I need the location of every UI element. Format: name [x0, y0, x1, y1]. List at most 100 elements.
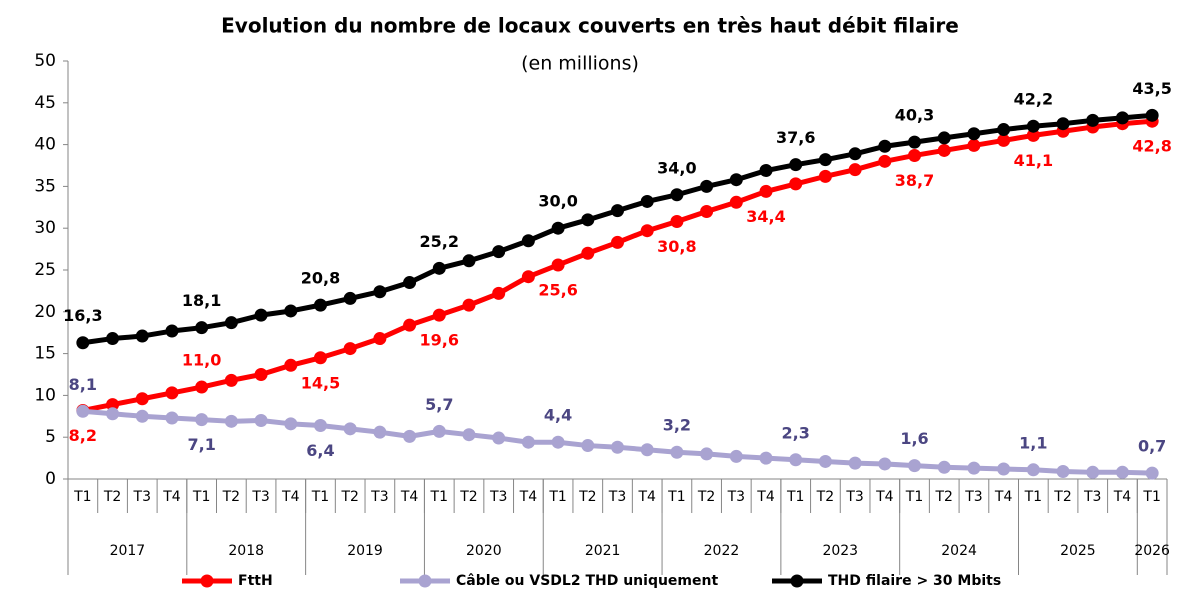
data-label: 30,8: [657, 237, 696, 256]
data-point: [313, 298, 327, 312]
x-tick-label: T2: [222, 489, 240, 505]
y-tick-label: 50: [34, 51, 56, 71]
x-tick-label: T4: [162, 489, 181, 505]
data-point: [967, 461, 981, 475]
x-tick-label: T3: [133, 489, 151, 505]
data-point: [700, 447, 714, 461]
data-point: [551, 221, 565, 235]
x-tick-label: T3: [845, 489, 863, 505]
data-point: [432, 261, 446, 275]
data-point: [224, 414, 238, 428]
data-label: 43,5: [1132, 79, 1171, 98]
x-tick-label: T4: [1113, 489, 1132, 505]
data-point: [848, 163, 862, 177]
data-point: [254, 308, 268, 322]
data-point: [76, 336, 90, 350]
data-point: [284, 304, 298, 318]
data-point: [937, 131, 951, 145]
y-tick-label: 5: [45, 427, 56, 447]
data-point: [818, 454, 832, 468]
data-point: [373, 425, 387, 439]
x-tick-label: T4: [875, 489, 894, 505]
legend-marker: [200, 574, 214, 588]
data-point: [997, 133, 1011, 147]
x-tick-label: T4: [400, 489, 419, 505]
data-point: [1026, 119, 1040, 133]
x-tick-label: T1: [1142, 489, 1160, 505]
data-point: [492, 431, 506, 445]
x-tick-label: T2: [1053, 489, 1071, 505]
x-group-label: 2019: [347, 543, 383, 559]
data-point: [818, 169, 832, 183]
data-point: [551, 258, 565, 272]
data-label: 1,6: [900, 429, 928, 448]
data-label: 34,4: [746, 207, 785, 226]
data-label: 40,3: [895, 106, 934, 125]
data-point: [313, 351, 327, 365]
data-point: [76, 404, 90, 418]
data-point: [343, 422, 357, 436]
data-point: [343, 291, 357, 305]
x-tick-label: T3: [1083, 489, 1101, 505]
data-point: [1145, 466, 1159, 480]
data-point: [1115, 111, 1129, 125]
data-point: [729, 195, 743, 209]
data-point: [878, 154, 892, 168]
x-tick-label: T2: [459, 489, 477, 505]
data-point: [224, 373, 238, 387]
data-point: [403, 429, 417, 443]
x-tick-label: T1: [311, 489, 329, 505]
legend-label: Câble ou VSDL2 THD uniquement: [456, 573, 718, 589]
x-group-label: 2026: [1134, 543, 1170, 559]
x-group-label: 2024: [941, 543, 977, 559]
data-label: 20,8: [301, 269, 340, 288]
data-label: 2,3: [782, 423, 810, 442]
legend-label: FttH: [238, 573, 273, 589]
data-point: [611, 204, 624, 218]
data-label: 25,2: [420, 232, 459, 251]
legend-marker: [790, 574, 804, 588]
x-tick-label: T3: [370, 489, 388, 505]
data-label: 4,4: [544, 406, 572, 425]
y-tick-label: 20: [34, 302, 56, 322]
data-point: [254, 368, 268, 381]
data-point: [789, 158, 803, 172]
legend-label: THD filaire > 30 Mbits: [828, 573, 1001, 589]
data-point: [165, 411, 179, 425]
x-group-label: 2022: [704, 543, 740, 559]
data-point: [759, 164, 773, 178]
data-label: 19,6: [420, 331, 459, 350]
data-point: [640, 443, 654, 457]
data-point: [670, 445, 684, 459]
data-point: [462, 254, 476, 268]
data-point: [373, 285, 387, 299]
x-group-label: 2021: [585, 543, 621, 559]
data-label: 0,7: [1138, 437, 1166, 456]
y-tick-label: 15: [34, 344, 56, 364]
data-label: 3,2: [663, 416, 691, 435]
data-point: [284, 358, 298, 372]
chart-subtitle: (en millions): [521, 53, 639, 75]
data-point: [106, 332, 120, 346]
series-line: [82, 112, 1153, 346]
x-tick-label: T1: [73, 489, 91, 505]
data-label: 1,1: [1019, 433, 1047, 452]
x-group-label: 2020: [466, 543, 502, 559]
data-point: [1056, 464, 1070, 478]
x-tick-label: T2: [103, 489, 121, 505]
x-tick-label: T1: [548, 489, 566, 505]
data-point: [521, 270, 535, 284]
data-point: [432, 424, 446, 438]
data-point: [759, 184, 773, 198]
data-point: [165, 324, 179, 338]
data-point: [789, 453, 803, 467]
data-point: [640, 194, 654, 208]
data-point: [195, 413, 209, 427]
data-point: [135, 409, 149, 423]
data-label: 42,8: [1132, 137, 1171, 156]
data-point: [878, 139, 892, 153]
data-point: [581, 213, 595, 227]
x-tick-label: T4: [756, 489, 775, 505]
data-point: [462, 428, 476, 442]
